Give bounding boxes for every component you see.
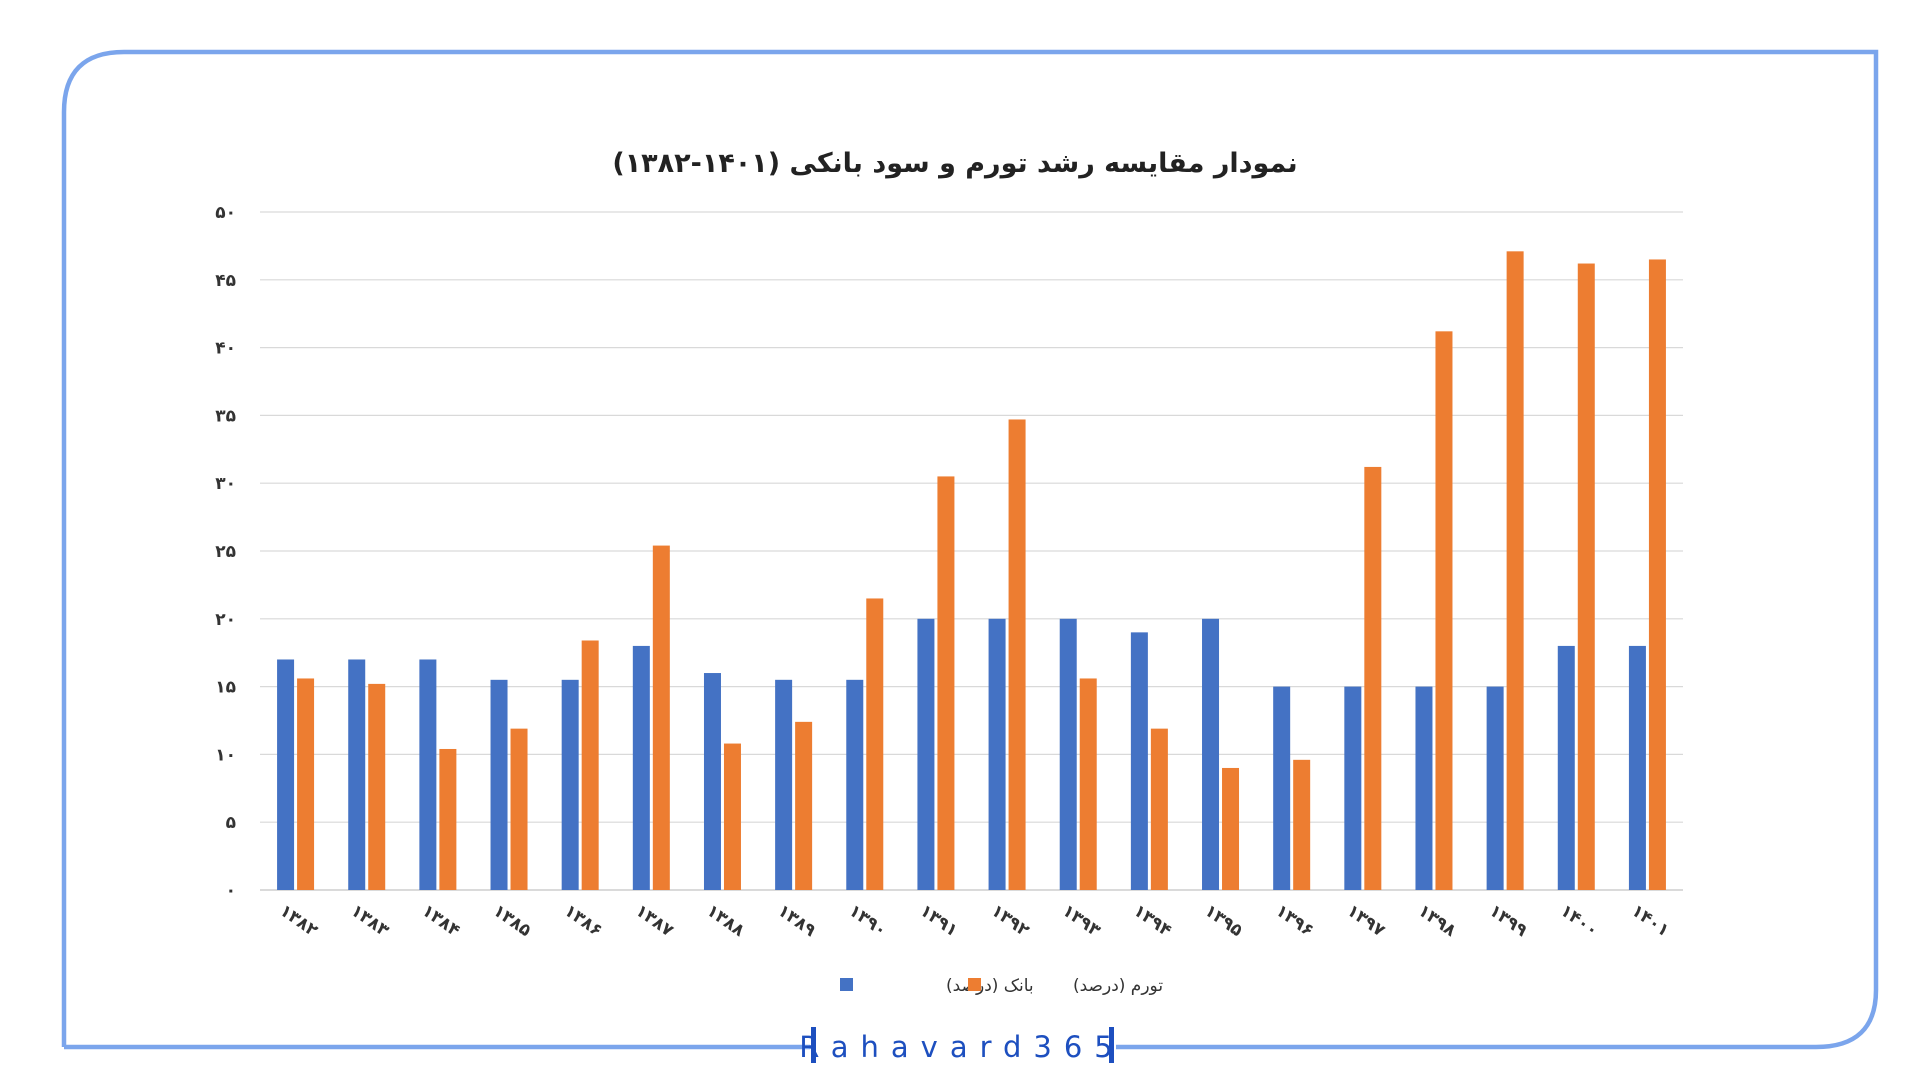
card-frame bbox=[61, 49, 1879, 1050]
bar-bank bbox=[1628, 645, 1646, 890]
bar-inflation bbox=[1648, 259, 1666, 891]
bar-inflation bbox=[1222, 767, 1240, 890]
x-tick-label: ۱۳۹۳ bbox=[1058, 901, 1104, 942]
bar-bank bbox=[703, 673, 721, 890]
bar-bank bbox=[490, 679, 508, 890]
bar-inflation bbox=[581, 640, 599, 890]
bar-bank bbox=[775, 679, 793, 890]
x-tick-label: ۱۳۸۹ bbox=[774, 901, 820, 942]
x-tick-label: ۱۳۹۹ bbox=[1485, 901, 1531, 942]
x-tick-label: ۱۳۸۶ bbox=[560, 901, 605, 941]
x-tick-label: ۱۳۹۱ bbox=[916, 901, 961, 941]
bar-bank bbox=[561, 679, 579, 890]
bar-inflation bbox=[1079, 678, 1097, 890]
x-tick-label: ۱۳۸۵ bbox=[489, 901, 534, 941]
x-tick-label: ۱۴۰۰ bbox=[1556, 901, 1601, 941]
bar-bank bbox=[1344, 686, 1362, 890]
x-tick-label: ۱۳۸۲ bbox=[276, 901, 322, 942]
bar-inflation bbox=[1577, 263, 1595, 890]
bars bbox=[277, 251, 1666, 891]
bar-bank bbox=[1059, 618, 1077, 890]
chart-title: نمودار مقایسه رشد تورم و سود بانکی (۱۴۰۱… bbox=[612, 148, 1297, 179]
legend-label-inflation: تورم (درصد) bbox=[1073, 976, 1163, 996]
y-tick-label: ۵۰ bbox=[215, 203, 236, 223]
bar-inflation bbox=[510, 728, 528, 890]
y-tick-label: ۰ bbox=[226, 881, 236, 901]
y-axis-ticks: ۰ ۵ ۱۰ ۱۵ ۲۰ ۲۵ ۳۰ ۳۵ ۴۰ ۴۵ ۵۰ bbox=[215, 203, 236, 901]
bar-bank bbox=[1130, 632, 1148, 890]
y-tick-label: ۴۰ bbox=[215, 339, 236, 359]
x-tick-label: ۱۴۰۱ bbox=[1628, 901, 1673, 941]
bar-inflation bbox=[1008, 419, 1026, 890]
bar-inflation bbox=[368, 683, 386, 890]
bar-bank bbox=[1415, 686, 1433, 890]
x-tick-label: ۱۳۸۴ bbox=[418, 901, 463, 941]
bar-bank bbox=[1202, 618, 1220, 890]
y-tick-label: ۲۰ bbox=[215, 610, 236, 630]
watermark-bar-left bbox=[811, 1027, 816, 1063]
bar-inflation bbox=[937, 476, 955, 890]
bar-bank bbox=[277, 659, 295, 890]
y-tick-label: ۵ bbox=[226, 813, 236, 833]
y-tick-label: ۳۰ bbox=[215, 474, 236, 494]
x-tick-label: ۱۳۹۸ bbox=[1414, 901, 1460, 942]
bar-inflation bbox=[866, 598, 884, 890]
x-tick-label: ۱۳۹۰ bbox=[845, 901, 890, 941]
legend: بانک (درصد) تورم (درصد) bbox=[840, 976, 1163, 996]
legend-swatch-inflation bbox=[968, 978, 981, 991]
bar-bank bbox=[1557, 645, 1575, 890]
y-tick-label: ۲۵ bbox=[215, 542, 236, 562]
bar-bank bbox=[419, 659, 437, 890]
bar-inflation bbox=[1364, 466, 1382, 890]
bar-bank bbox=[1486, 686, 1504, 890]
x-tick-label: ۱۳۹۲ bbox=[987, 901, 1033, 942]
x-tick-label: ۱۳۹۶ bbox=[1272, 901, 1317, 941]
bar-bank bbox=[917, 618, 935, 890]
bar-bank bbox=[632, 645, 650, 890]
x-tick-label: ۱۳۸۸ bbox=[703, 901, 749, 942]
bar-bank bbox=[988, 618, 1006, 890]
watermark-text: Rahavard365 bbox=[799, 1030, 1125, 1064]
x-axis-ticks: ۱۳۸۲ ۱۳۸۳ ۱۳۸۴ ۱۳۸۵ ۱۳۸۶ ۱۳۸۷ ۱۳۸۸ ۱۳۸۹ ۱۳۹۰ ۱۳۹۱… bbox=[276, 901, 1673, 942]
y-tick-label: ۱۵ bbox=[215, 678, 236, 698]
x-tick-label: ۱۳۸۳ bbox=[347, 901, 393, 942]
x-tick-label: ۱۳۹۴ bbox=[1130, 901, 1175, 941]
watermark-bar-right bbox=[1109, 1027, 1114, 1063]
bar-inflation bbox=[1293, 759, 1311, 890]
bar-inflation bbox=[1150, 728, 1168, 890]
bar-bank bbox=[846, 679, 864, 890]
x-tick-label: ۱۳۹۷ bbox=[1343, 901, 1389, 942]
x-tick-label: ۱۳۸۷ bbox=[631, 901, 677, 942]
legend-swatch-bank bbox=[840, 978, 853, 991]
bar-inflation bbox=[795, 721, 813, 890]
bar-inflation bbox=[652, 545, 670, 890]
legend-label-bank: بانک (درصد) bbox=[946, 976, 1034, 996]
bar-inflation bbox=[723, 743, 741, 890]
y-tick-label: ۱۰ bbox=[215, 745, 236, 765]
grid-lines bbox=[260, 211, 1683, 891]
bar-inflation bbox=[297, 678, 315, 890]
y-tick-label: ۴۵ bbox=[215, 271, 236, 291]
bar-bank bbox=[1273, 686, 1291, 890]
y-tick-label: ۳۵ bbox=[215, 406, 236, 426]
bar-inflation bbox=[1506, 251, 1524, 891]
x-tick-label: ۱۳۹۵ bbox=[1201, 901, 1246, 941]
bar-inflation bbox=[439, 748, 457, 890]
bar-inflation bbox=[1435, 331, 1453, 890]
bar-bank bbox=[348, 659, 366, 890]
